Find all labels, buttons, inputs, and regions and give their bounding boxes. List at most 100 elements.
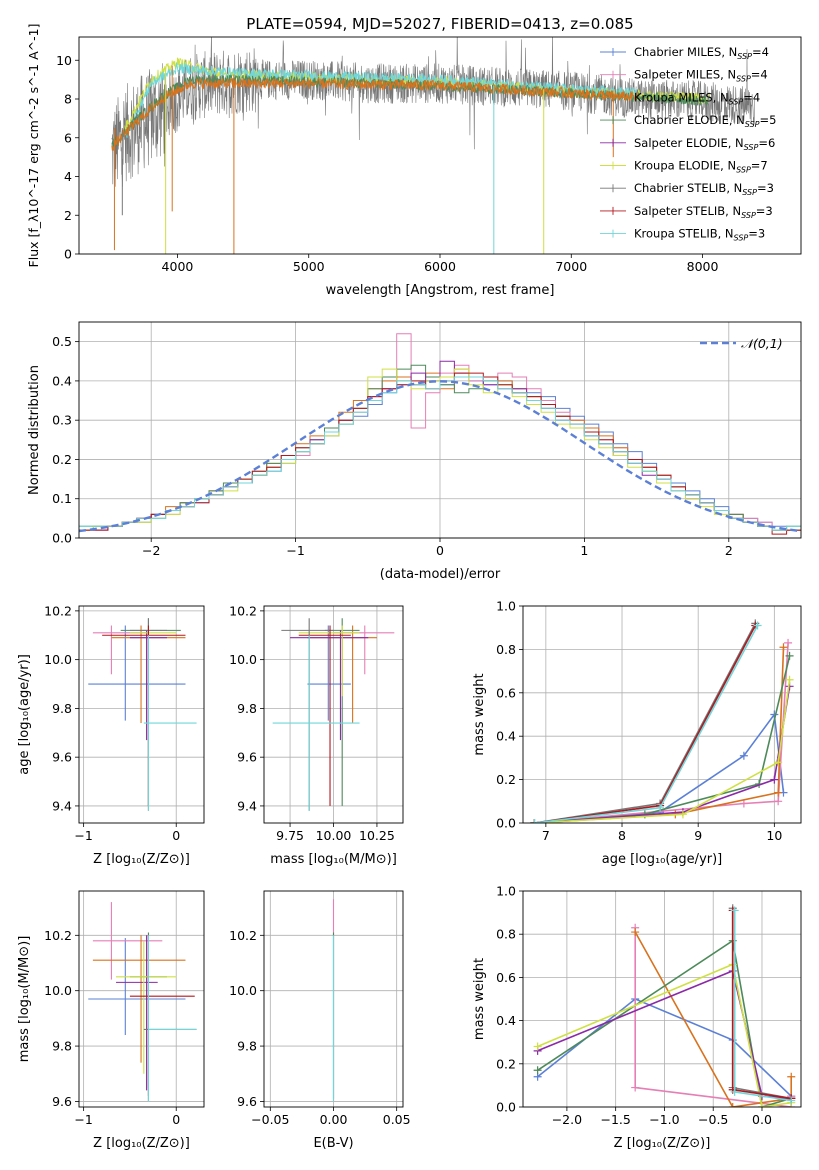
massweight_vs_Z-y-axis-label: mass weight (472, 958, 487, 1040)
mass_vs_ebv-x-axis-label: E(B-V) (313, 1136, 353, 1151)
x-tick-label: 6000 (424, 259, 456, 274)
series-line-kroupa_miles (534, 647, 785, 823)
residuals-x-axis-label: (data-model)/error (380, 567, 501, 582)
axes-frame (522, 605, 802, 824)
y-tick-label: 2 (64, 208, 72, 223)
data-point-salpeter_miles (739, 799, 748, 808)
data-point-kroupa_stelib (530, 819, 539, 823)
y-tick-label: 0.4 (52, 373, 72, 388)
massweight-vs-metallicity-panel: −2.0 −1.5 −1.0 −0.5 0.0 0.0 0.2 0.4 0.6 0.8 1.0 Z [… (472, 884, 802, 1151)
axes-frame (78, 36, 802, 255)
y-tick-label: 9.8 (237, 1039, 257, 1054)
y-tick-label: 10.2 (229, 928, 257, 943)
x-tick-label: 0.00 (320, 1112, 348, 1127)
legend-label-kroupa_elodie: Kroupa ELODIE, NSSP=7 (634, 159, 768, 175)
x-tick-label: 9 (694, 828, 702, 843)
x-tick-label: 2 (725, 543, 733, 558)
y-tick-label: 0.1 (52, 491, 72, 506)
x-tick-label: 0 (436, 543, 444, 558)
x-tick-label: 10.00 (316, 828, 352, 843)
age_vs_Z-x-axis-label: Z [log₁₀(Z/Z⊙)] (93, 852, 190, 867)
y-tick-label: 0.2 (496, 772, 516, 787)
age_vs_mass-x-axis-label: mass [log₁₀(M/M⊙)] (270, 852, 397, 867)
y-tick-label: 10.2 (229, 603, 257, 618)
data-point-kroupa_elodie (678, 810, 687, 819)
y-tick-label: 1.0 (496, 884, 516, 899)
y-tick-label: 0.5 (52, 334, 72, 349)
data-point-kroupa_miles (728, 1103, 737, 1107)
mass-vs-ebv-panel: −0.05 0.00 0.05 9.6 9.8 10.0 10.2 E(B-V) (229, 890, 411, 1151)
x-tick-label: 7 (542, 828, 550, 843)
y-tick-label: 0.0 (496, 1100, 516, 1115)
data-point-kroupa_miles (779, 643, 788, 652)
mass_vs_Z-plot-area (88, 902, 197, 1102)
axes-frame (78, 321, 802, 539)
age-vs-mass-panel: 9.75 10.00 10.25 9.4 9.6 9.8 10.0 10.2 mass [log… (229, 603, 404, 867)
data-point-kroupa_stelib (656, 803, 665, 812)
age_vs_Z-y-axis-label: age [log₁₀(age/yr)] (17, 654, 32, 775)
mass_vs_Z-x-axis-label: Z [log₁₀(Z/Z⊙)] (93, 1136, 190, 1151)
legend-label-chabrier_stelib: Chabrier STELIB, NSSP=3 (634, 181, 774, 197)
x-tick-label: 0.0 (752, 1112, 772, 1127)
y-tick-label: 9.6 (237, 1094, 257, 1109)
y-tick-label: 0.8 (496, 927, 516, 942)
data-point-salpeter_elodie (770, 775, 779, 784)
x-tick-label: 0 (172, 1112, 180, 1127)
data-point-kroupa_elodie (774, 758, 783, 767)
y-tick-label: 10.0 (229, 652, 257, 667)
x-tick-label: −2 (142, 543, 160, 558)
y-tick-label: 6 (64, 130, 72, 145)
y-tick-label: 0.2 (52, 452, 72, 467)
massweight_vs_Z-plot-area (533, 904, 796, 1107)
age-vs-metallicity-panel: −1 0 9.4 9.6 9.8 10.0 10.2 Z [log₁₀(Z/Z⊙)] age [… (17, 603, 205, 867)
data-point-salpeter_miles (631, 1083, 640, 1092)
data-point-kroupa_elodie (533, 1042, 542, 1051)
y-tick-label: 9.6 (237, 750, 257, 765)
x-tick-label: −0.5 (698, 1112, 728, 1127)
legend-label-chabrier_miles: Chabrier MILES, NSSP=4 (634, 45, 769, 61)
axes-frame (263, 890, 404, 1108)
axes-frame (78, 890, 205, 1108)
data-point-kroupa_stelib (730, 906, 739, 915)
histogram-kroupa_stelib (79, 376, 801, 531)
data-point-salpeter_miles (784, 638, 793, 647)
y-tick-label: 9.4 (52, 798, 72, 813)
x-tick-label: −1.0 (649, 1112, 679, 1127)
x-tick-label: −2.0 (552, 1112, 582, 1127)
legend-label-gaussian: 𝒩(0,1) (741, 336, 783, 351)
x-tick-label: 10.25 (359, 828, 395, 843)
x-tick-label: 5000 (293, 259, 325, 274)
data-point-kroupa_miles (774, 788, 783, 797)
observed-spectrum-line (111, 37, 756, 187)
y-tick-label: 9.8 (52, 701, 72, 716)
data-point-kroupa_elodie (757, 1103, 766, 1107)
data-point-kroupa_miles (787, 1072, 796, 1081)
x-tick-label: −1 (286, 543, 304, 558)
y-tick-label: 0.0 (496, 816, 516, 831)
spectrum-x-axis-label: wavelength [Angstrom, rest frame] (326, 283, 555, 298)
x-tick-label: 0 (172, 828, 180, 843)
y-tick-label: 0.2 (496, 1056, 516, 1071)
axes-frame (78, 605, 205, 824)
series-line-salpeter_miles (534, 642, 789, 823)
x-tick-label: −1.5 (600, 1112, 630, 1127)
y-tick-label: 9.8 (237, 701, 257, 716)
x-tick-label: 4000 (162, 259, 194, 274)
y-tick-label: 10.0 (44, 652, 72, 667)
figure-title: PLATE=0594, MJD=52027, FIBERID=0413, z=0… (246, 15, 633, 33)
gaussian-reference-curve (79, 380, 801, 533)
model-spectrum-line-kroupa_miles (111, 77, 638, 152)
legend-label-salpeter_stelib: Salpeter STELIB, NSSP=3 (634, 204, 773, 220)
axes-frame (522, 890, 802, 1108)
massweight-vs-age-panel: 7 8 9 10 0.0 0.2 0.4 0.6 0.8 1.0 age [log₁₀(age/yr… (472, 599, 802, 867)
y-tick-label: 10 (56, 53, 72, 68)
data-point-salpeter_miles (774, 797, 783, 806)
age_vs_mass-plot-area (272, 618, 395, 811)
y-tick-label: 4 (64, 169, 72, 184)
data-point-chabrier_miles (739, 751, 748, 760)
data-point-kroupa_stelib (787, 1096, 796, 1105)
x-tick-label: 9.75 (276, 828, 304, 843)
y-tick-label: 0.4 (496, 1013, 516, 1028)
spectrum-panel: 4000 5000 6000 7000 8000 0 2 4 6 8 10 Chabrier MILE… (26, 24, 802, 298)
